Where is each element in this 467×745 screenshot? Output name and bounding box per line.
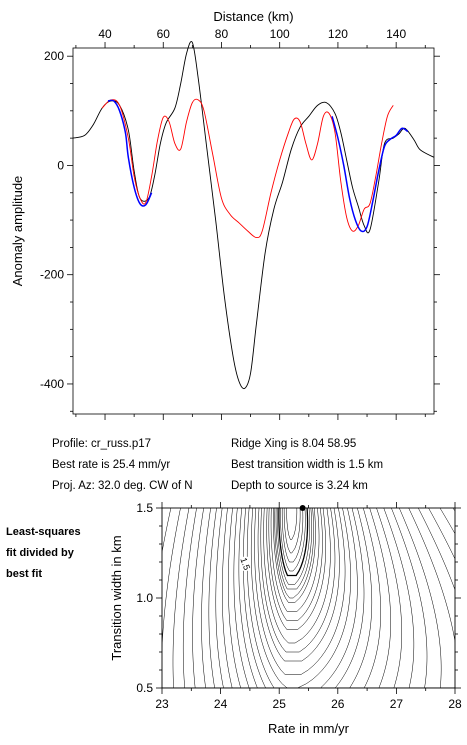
contour-line (162, 508, 455, 688)
contour-line (281, 508, 304, 563)
contour-line (233, 508, 381, 688)
y-tick-label: -200 (40, 268, 64, 282)
contour-line (273, 508, 316, 603)
side-note-line-3: best fit (6, 568, 42, 580)
info-best-rate: Best rate is 25.4 mm/yr (52, 459, 170, 471)
model-profile-line (101, 98, 394, 239)
y-tick-label: 0.5 (136, 681, 153, 695)
x-tick-label: 120 (328, 27, 348, 41)
observed-profile-line (72, 41, 435, 390)
x-tick-label: 80 (215, 27, 229, 41)
y-tick-label: 200 (44, 49, 64, 63)
contour-line (277, 508, 310, 585)
contour-line (280, 508, 306, 572)
misfit-contour-chart: 23 24 25 26 27 28 0.5 1.0 1.5 Rate in mm/yr Transi… (109, 501, 462, 736)
side-note-line-2: fit divided by (6, 547, 75, 559)
contour-frame (161, 507, 456, 689)
plot-frame (72, 47, 435, 415)
contour-line (182, 508, 455, 688)
contour-label: 1.5 (238, 556, 252, 571)
y-axis-title: Transition width in km (109, 535, 124, 660)
side-note-line-1: Least-squares (6, 526, 81, 538)
y-tick-label: -400 (40, 377, 64, 391)
contour-line (270, 508, 320, 612)
contour-line (228, 508, 391, 688)
contour-line (222, 508, 403, 688)
x-tick-label: 25 (273, 697, 287, 711)
y-axis-title: Anomaly amplitude (10, 176, 25, 287)
contour-line-labeled (278, 508, 309, 577)
x-axis-title: Rate in mm/yr (268, 721, 350, 736)
info-ridge-xing: Ridge Xing is 8.04 58.95 (231, 438, 356, 450)
x-tick-label: 28 (448, 697, 462, 711)
x-tick-label: 27 (390, 697, 404, 711)
anomaly-profile-chart: 40 60 80 100 120 140 Distance (km) 200 0 -200 -400… (10, 9, 440, 420)
best-fit-point (299, 505, 306, 511)
info-proj-az: Proj. Az: 32.0 deg. CW of N (52, 480, 193, 492)
profile-info: Profile: cr_russ.p17 Best rate is 25.4 m… (52, 438, 383, 492)
contour-line (260, 508, 336, 653)
contour-line (250, 508, 351, 688)
x-tick-label: 60 (157, 27, 171, 41)
misfit-note: Least-squares fit divided by best fit (6, 526, 81, 580)
contour-line (238, 508, 373, 688)
fit-window-line-right (331, 116, 409, 233)
x-tick-label: 100 (270, 27, 290, 41)
contour-line (192, 508, 455, 688)
x-tick-label: 140 (386, 27, 406, 41)
contour-lines (162, 508, 455, 688)
x-tick-label: 40 (98, 27, 112, 41)
contour-line (215, 508, 415, 688)
contour-line (257, 508, 340, 662)
info-profile: Profile: cr_russ.p17 (52, 438, 151, 450)
contour-line (283, 508, 301, 554)
contour-line (263, 508, 331, 644)
contour-line (208, 508, 428, 688)
info-depth: Depth to source is 3.24 km (231, 480, 368, 492)
x-tick-label: 26 (331, 697, 345, 711)
contour-line (266, 508, 326, 630)
contour-line (172, 508, 455, 688)
contour-line (274, 508, 314, 599)
contour-line (268, 508, 323, 621)
y-tick-label: 1.5 (136, 501, 153, 515)
y-tick-label: 0 (57, 158, 64, 172)
y-tick-label: 1.0 (136, 591, 153, 605)
contour-line (162, 687, 455, 688)
fit-window-line-left (107, 99, 153, 207)
x-tick-label: 23 (155, 697, 169, 711)
info-best-width: Best transition width is 1.5 km (231, 459, 383, 471)
contour-line (286, 508, 298, 540)
x-axis-title: Distance (km) (213, 9, 293, 24)
contour-line (201, 508, 442, 688)
contour-line (275, 508, 312, 590)
contour-label-bg (240, 556, 251, 571)
x-tick-label: 24 (214, 697, 228, 711)
contour-line (254, 508, 346, 675)
